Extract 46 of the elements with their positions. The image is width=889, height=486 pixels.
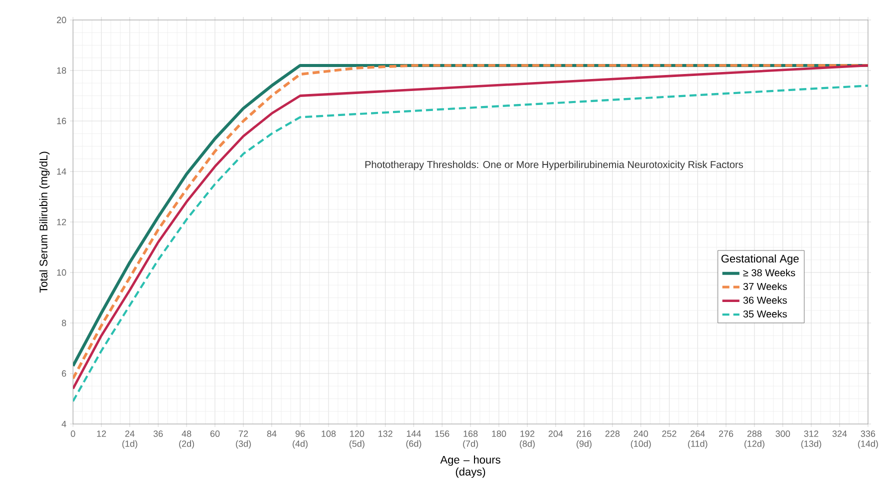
x-tick-label: 336 (14d)	[858, 430, 878, 449]
x-tick-label: 36	[154, 430, 163, 437]
x-tick-label: 300	[776, 430, 790, 437]
x-tick-label: 324	[832, 430, 847, 437]
x-tick-label: 228	[605, 430, 620, 437]
x-tick-label: 132	[378, 430, 392, 437]
x-axis-title: Age – hours (days)	[440, 456, 500, 478]
y-tick-label: 10	[57, 269, 66, 276]
x-tick-label: 108	[322, 430, 336, 437]
x-tick-label: 144 (6d)	[406, 430, 422, 449]
legend-title: Gestational Age	[721, 254, 799, 265]
x-tick-label: 0	[70, 430, 76, 437]
y-tick-label: 6	[62, 370, 66, 377]
y-tick-label: 20	[56, 16, 66, 24]
x-tick-label: 168 (7d)	[463, 430, 478, 449]
x-tick-label: 120 (5d)	[349, 430, 364, 449]
x-tick-label: 252	[662, 430, 676, 437]
legend-label: ≥ 38 Weeks	[743, 268, 796, 276]
x-tick-label: 60	[210, 430, 220, 437]
x-tick-label: 48 (2d)	[179, 430, 194, 449]
x-tick-label: 264 (11d)	[688, 430, 708, 449]
x-tick-label: 288 (12d)	[744, 430, 764, 449]
legend-label: 37 Weeks	[743, 282, 787, 290]
y-tick-label: 8	[62, 320, 66, 326]
x-tick-label: 192 (8d)	[520, 430, 535, 449]
y-tick-label: 16	[57, 118, 66, 124]
x-tick-label: 72 (3d)	[236, 430, 251, 449]
x-tick-label: 96 (4d)	[292, 430, 308, 449]
y-axis-title: Total Serum Bilirubin (mg/dL)	[39, 152, 50, 293]
x-tick-label: 156	[435, 430, 450, 437]
y-tick-label: 4	[62, 420, 66, 428]
x-tick-label: 276	[718, 430, 734, 437]
y-tick-label: 18	[57, 67, 66, 74]
x-tick-label: 204	[548, 430, 563, 437]
annotation: Phototherapy Thresholds: One or More Hyperbilirubinemia Neurotoxicity Risk Factors	[365, 160, 743, 170]
x-tick-label: 84	[267, 430, 276, 437]
legend-label: 36 Weeks	[743, 296, 787, 304]
x-tick-label: 12	[97, 430, 106, 437]
x-tick-label: 180	[492, 430, 506, 437]
x-tick-label: 312 (13d)	[801, 430, 822, 449]
x-tick-label: 240 (10d)	[630, 430, 651, 449]
x-tick-label: 216 (9d)	[576, 430, 592, 449]
legend-label: 35 Weeks	[743, 310, 787, 318]
y-tick-label: 14	[57, 168, 66, 175]
y-tick-label: 12	[57, 218, 66, 226]
x-tick-label: 24 (1d)	[122, 430, 138, 449]
